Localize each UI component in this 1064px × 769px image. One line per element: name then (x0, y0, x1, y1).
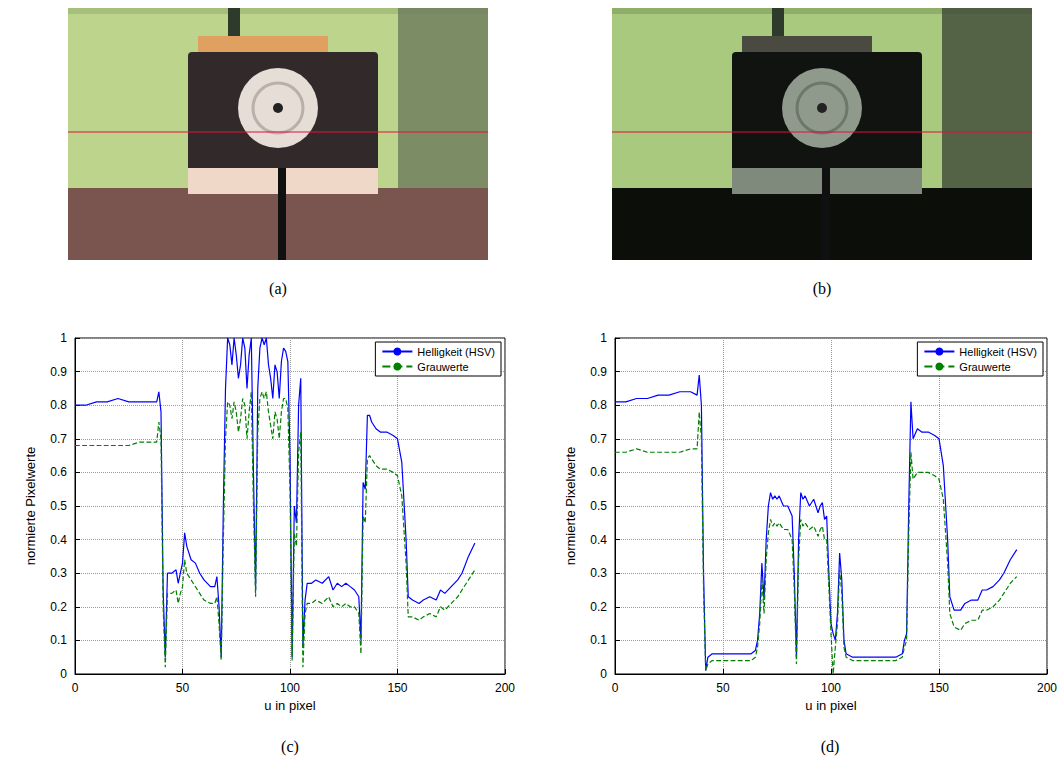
svg-text:0.3: 0.3 (50, 566, 67, 580)
svg-text:0.8: 0.8 (590, 398, 607, 412)
svg-text:0.5: 0.5 (590, 499, 607, 513)
svg-text:0.7: 0.7 (50, 432, 67, 446)
svg-text:Helligkeit (HSV): Helligkeit (HSV) (417, 346, 495, 358)
svg-text:0.1: 0.1 (590, 633, 607, 647)
html-text:(d): (d) (820, 738, 840, 755)
svg-text:100: 100 (821, 681, 841, 695)
svg-text:0: 0 (60, 667, 67, 681)
svg-text:normierte Pixelwerte: normierte Pixelwerte (563, 447, 578, 566)
svg-text:Helligkeit (HSV): Helligkeit (HSV) (959, 346, 1037, 358)
svg-text:0.3: 0.3 (590, 566, 607, 580)
svg-text:150: 150 (387, 681, 407, 695)
html-text:(a): (a) (269, 280, 287, 297)
svg-text:1: 1 (60, 331, 67, 345)
svg-text:1: 1 (600, 331, 607, 345)
html-text:(b): (b) (812, 280, 832, 297)
html-text:(c): (c) (281, 738, 299, 755)
svg-text:50: 50 (176, 681, 190, 695)
svg-text:u in pixel: u in pixel (264, 698, 315, 713)
svg-text:0.5: 0.5 (50, 499, 67, 513)
svg-text:0.6: 0.6 (590, 465, 607, 479)
svg-text:0.4: 0.4 (590, 533, 607, 547)
svg-text:0.7: 0.7 (590, 432, 607, 446)
svg-text:0: 0 (612, 681, 619, 695)
svg-text:100: 100 (280, 681, 300, 695)
svg-text:0.2: 0.2 (590, 600, 607, 614)
svg-text:200: 200 (1037, 681, 1057, 695)
svg-text:Grauwerte: Grauwerte (959, 361, 1010, 373)
svg-text:u in pixel: u in pixel (805, 698, 856, 713)
svg-text:50: 50 (716, 681, 730, 695)
svg-text:0.8: 0.8 (50, 398, 67, 412)
svg-text:0.9: 0.9 (50, 365, 67, 379)
svg-text:200: 200 (495, 681, 515, 695)
svg-text:0.4: 0.4 (50, 533, 67, 547)
svg-text:0: 0 (600, 667, 607, 681)
svg-text:150: 150 (929, 681, 949, 695)
svg-text:0.2: 0.2 (50, 600, 67, 614)
svg-text:0.6: 0.6 (50, 465, 67, 479)
svg-text:0.1: 0.1 (50, 633, 67, 647)
svg-text:0.9: 0.9 (590, 365, 607, 379)
svg-text:Grauwerte: Grauwerte (417, 361, 468, 373)
svg-text:normierte Pixelwerte: normierte Pixelwerte (23, 447, 38, 566)
svg-text:0: 0 (72, 681, 79, 695)
